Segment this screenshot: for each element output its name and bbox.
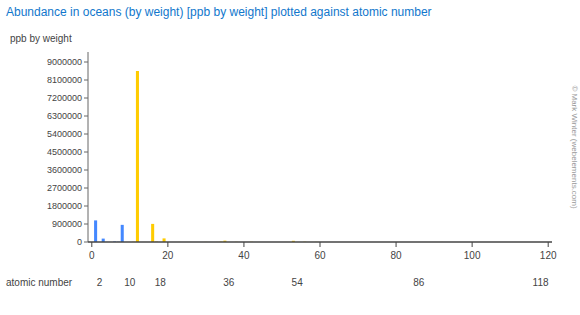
y-tick: [84, 188, 88, 189]
x-tick-label: 40: [238, 250, 250, 261]
x-tick: [91, 242, 92, 247]
y-tick-label: 9000000: [47, 57, 82, 67]
x-tick: [548, 242, 549, 247]
y-tick: [84, 80, 88, 81]
x-tick: [396, 242, 397, 247]
x-tick-label: 60: [314, 250, 326, 261]
credit: © Mark Winter (webelements.com): [570, 85, 579, 209]
bar: [151, 224, 154, 242]
y-tick-label: 8100000: [47, 75, 82, 85]
x-tick: [167, 242, 168, 247]
annotation: 10: [124, 277, 136, 288]
bar: [94, 220, 97, 242]
y-tick-label: 7200000: [47, 93, 82, 103]
y-tick-label: 2700000: [47, 183, 82, 193]
bar: [136, 71, 139, 242]
bar: [121, 225, 124, 242]
y-tick: [84, 206, 88, 207]
y-tick: [84, 242, 88, 243]
y-tick-label: 4500000: [47, 147, 82, 157]
y-axis-label: ppb by weight: [10, 33, 72, 44]
y-tick-label: 900000: [52, 219, 82, 229]
annotation: 36: [223, 277, 235, 288]
y-tick-label: 5400000: [47, 129, 82, 139]
x-tick: [472, 242, 473, 247]
annotation: 2: [97, 277, 103, 288]
x-tick-label: 0: [89, 250, 95, 261]
x-tick: [320, 242, 321, 247]
y-tick-label: 1800000: [47, 201, 82, 211]
y-tick-label: 3600000: [47, 165, 82, 175]
annotation: 86: [413, 277, 425, 288]
x-axis-label: atomic number: [6, 277, 73, 288]
x-tick: [243, 242, 244, 247]
y-tick: [84, 116, 88, 117]
y-tick: [84, 224, 88, 225]
x-tick-label: 20: [162, 250, 174, 261]
annotation: 18: [155, 277, 167, 288]
y-tick: [84, 170, 88, 171]
y-tick: [84, 134, 88, 135]
x-tick-label: 80: [391, 250, 403, 261]
x-tick-label: 120: [540, 250, 557, 261]
y-tick-label: 6300000: [47, 111, 82, 121]
bars: [94, 71, 443, 242]
y-axis: 0 900000 1800000 2700000 3600000 4500000 54000…: [47, 57, 88, 247]
y-tick: [84, 98, 88, 99]
x-tick-label: 100: [464, 250, 481, 261]
annotation: 118: [533, 277, 549, 288]
title: Abundance in oceans (by weight) [ppb by …: [6, 5, 432, 19]
x-axis: 0 20 40 60 80 100 120: [89, 242, 557, 261]
y-tick: [84, 152, 88, 153]
chart: Abundance in oceans (by weight) [ppb by …: [0, 0, 580, 315]
y-tick-label: 0: [77, 237, 82, 247]
annotation: 54: [292, 277, 304, 288]
y-tick: [84, 62, 88, 63]
